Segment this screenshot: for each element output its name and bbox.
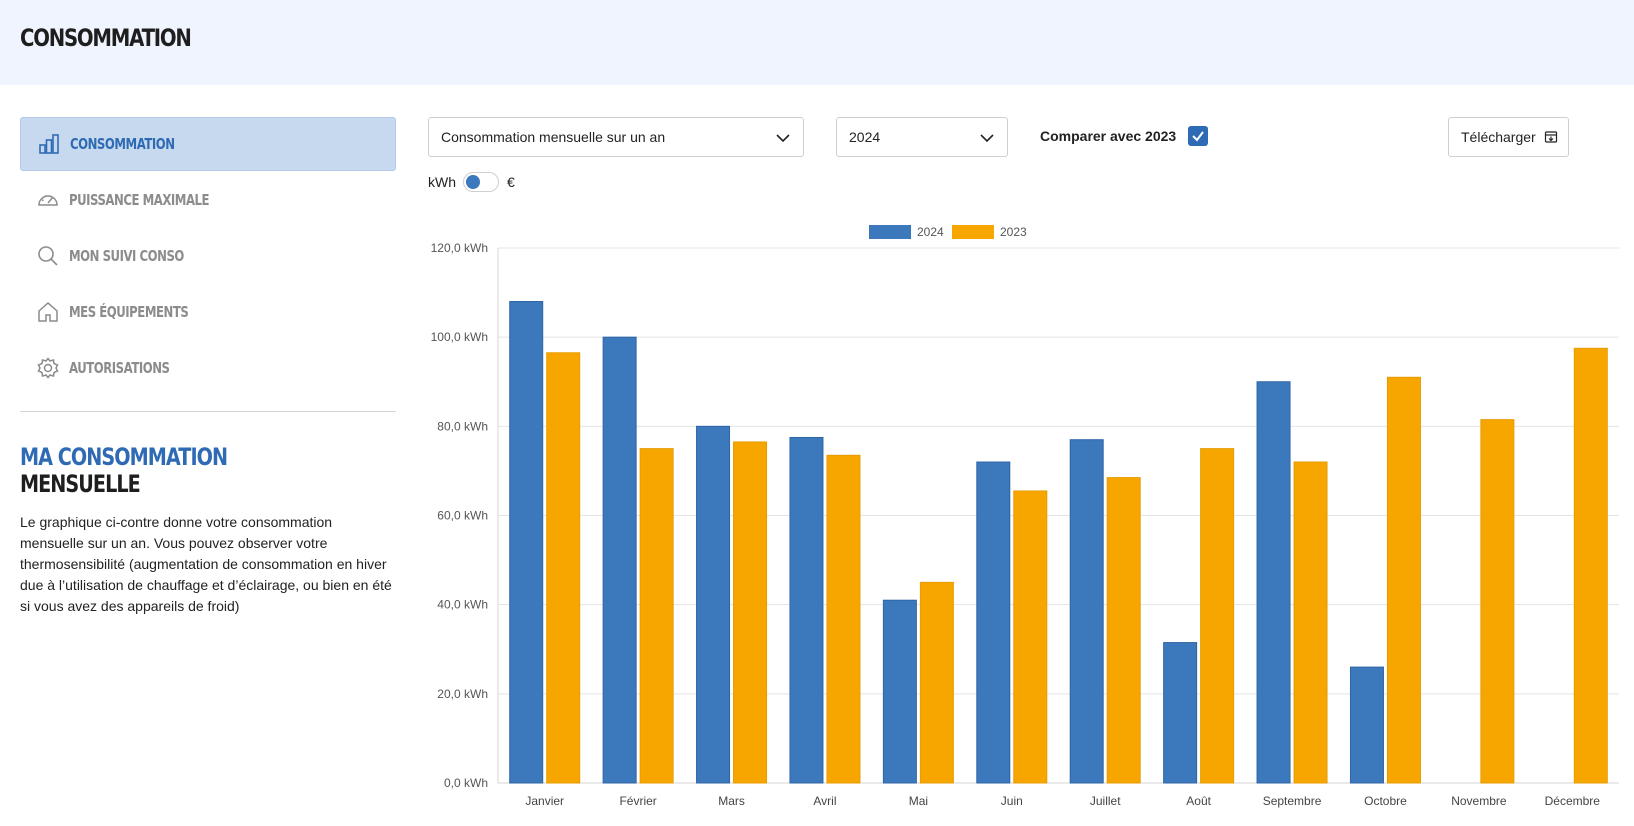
sidebar-item-label: CONSOMMATION [70, 135, 175, 153]
y-tick-label: 20,0 kWh [437, 687, 488, 701]
compare-label: Comparer avec 2023 [1040, 128, 1177, 144]
bar-2023 [1386, 376, 1421, 784]
unit-euro-label: € [507, 174, 515, 190]
info-title-line2: MENSUELLE [20, 470, 141, 498]
x-tick-label: Juin [1001, 794, 1023, 808]
bar-2024 [1349, 666, 1384, 784]
gear-icon [37, 357, 59, 379]
bar-2023 [1293, 461, 1328, 784]
gauge-icon [37, 189, 59, 211]
bar-2023 [1013, 490, 1048, 784]
bar-2024 [789, 436, 824, 784]
y-tick-label: 120,0 kWh [431, 241, 488, 255]
bar-2023 [639, 448, 674, 784]
bar-2023 [546, 352, 581, 784]
bar-2023 [1106, 477, 1141, 784]
legend-swatch [869, 225, 911, 239]
legend-label: 2024 [917, 225, 944, 239]
bar-2023 [919, 581, 954, 784]
bar-2023 [1573, 347, 1608, 784]
bar-2023 [826, 454, 861, 784]
checkmark-icon [1192, 131, 1205, 142]
y-tick-label: 100,0 kWh [431, 330, 488, 344]
sidebar-divider [20, 411, 396, 412]
unit-switch-knob [466, 175, 480, 189]
x-tick-label: Septembre [1263, 794, 1322, 808]
sidebar-item-label: AUTORISATIONS [69, 359, 170, 377]
sidebar-item-label: MON SUIVI CONSO [69, 247, 184, 265]
x-tick-label: Décembre [1545, 794, 1601, 808]
unit-switch[interactable] [463, 172, 499, 192]
bar-chart-icon [38, 133, 60, 155]
x-tick-label: Mai [909, 794, 928, 808]
sidebar-item-mon-suivi-conso[interactable]: MON SUIVI CONSO [20, 229, 396, 283]
info-title: MA CONSOMMATION MENSUELLE [20, 444, 321, 498]
download-icon [1544, 131, 1557, 143]
legend-swatch [952, 225, 994, 239]
x-tick-label: Août [1186, 794, 1211, 808]
bar-2024 [509, 301, 544, 784]
compare-toggle: Comparer avec 2023 [1040, 126, 1209, 146]
sidebar-item-autorisations[interactable]: AUTORISATIONS [20, 341, 396, 395]
sidebar-item-puissance-maximale[interactable]: PUISSANCE MAXIMALE [20, 173, 396, 227]
x-tick-label: Février [619, 794, 656, 808]
bar-2024 [976, 461, 1011, 784]
y-tick-label: 80,0 kWh [437, 419, 488, 433]
sidebar-item-consommation[interactable]: CONSOMMATION [20, 117, 396, 171]
period-select-value: Consommation mensuelle sur un an [441, 129, 666, 145]
y-tick-label: 60,0 kWh [437, 509, 488, 523]
y-tick-label: 0,0 kWh [444, 776, 488, 790]
bar-2024 [602, 336, 637, 784]
x-tick-label: Novembre [1451, 794, 1507, 808]
consumption-chart: 0,0 kWh 20,0 kWh 40,0 kWh 60,0 kWh 80,0 kWh 1… [431, 225, 1619, 808]
x-tick-label: Octobre [1364, 794, 1407, 808]
x-tick-label: Avril [813, 794, 836, 808]
bar-2023 [1480, 419, 1515, 784]
unit-toggle: kWh € [428, 172, 515, 192]
info-title-line1: MA CONSOMMATION [20, 443, 228, 471]
page-title: CONSOMMATION [20, 24, 192, 52]
chevron-down-icon [776, 134, 790, 143]
sidebar-item-label: MES ÉQUIPEMENTS [69, 303, 189, 321]
search-icon [37, 245, 59, 267]
top-header: CONSOMMATION [0, 0, 1634, 85]
period-select[interactable]: Consommation mensuelle sur un an [428, 117, 804, 157]
bar-2023 [1200, 448, 1235, 784]
y-tick-label: 40,0 kWh [437, 598, 488, 612]
unit-kwh-label: kWh [428, 174, 456, 190]
bar-2024 [1256, 381, 1291, 784]
year-select-value: 2024 [849, 129, 881, 145]
chevron-down-icon [980, 134, 994, 143]
bar-2024 [1163, 642, 1198, 784]
home-icon [37, 301, 59, 323]
year-select[interactable]: 2024 [836, 117, 1008, 157]
x-tick-label: Juillet [1090, 794, 1121, 808]
compare-checkbox[interactable] [1188, 126, 1209, 146]
x-tick-label: Janvier [525, 794, 564, 808]
bar-2024 [696, 425, 731, 784]
sidebar-item-mes-equipements[interactable]: MES ÉQUIPEMENTS [20, 285, 396, 339]
download-button[interactable]: Télécharger [1448, 117, 1569, 157]
x-tick-label: Mars [718, 794, 745, 808]
download-label: Télécharger [1461, 129, 1536, 145]
bar-2023 [733, 441, 768, 784]
info-text: Le graphique ci-contre donne votre conso… [20, 514, 392, 614]
bar-2024 [882, 599, 917, 784]
bar-2024 [1069, 439, 1104, 784]
sidebar-item-label: PUISSANCE MAXIMALE [69, 191, 210, 209]
legend-label: 2023 [1000, 225, 1027, 239]
sidebar: CONSOMMATION PUISSANCE MAXIMALE MON SUIV… [20, 117, 396, 617]
